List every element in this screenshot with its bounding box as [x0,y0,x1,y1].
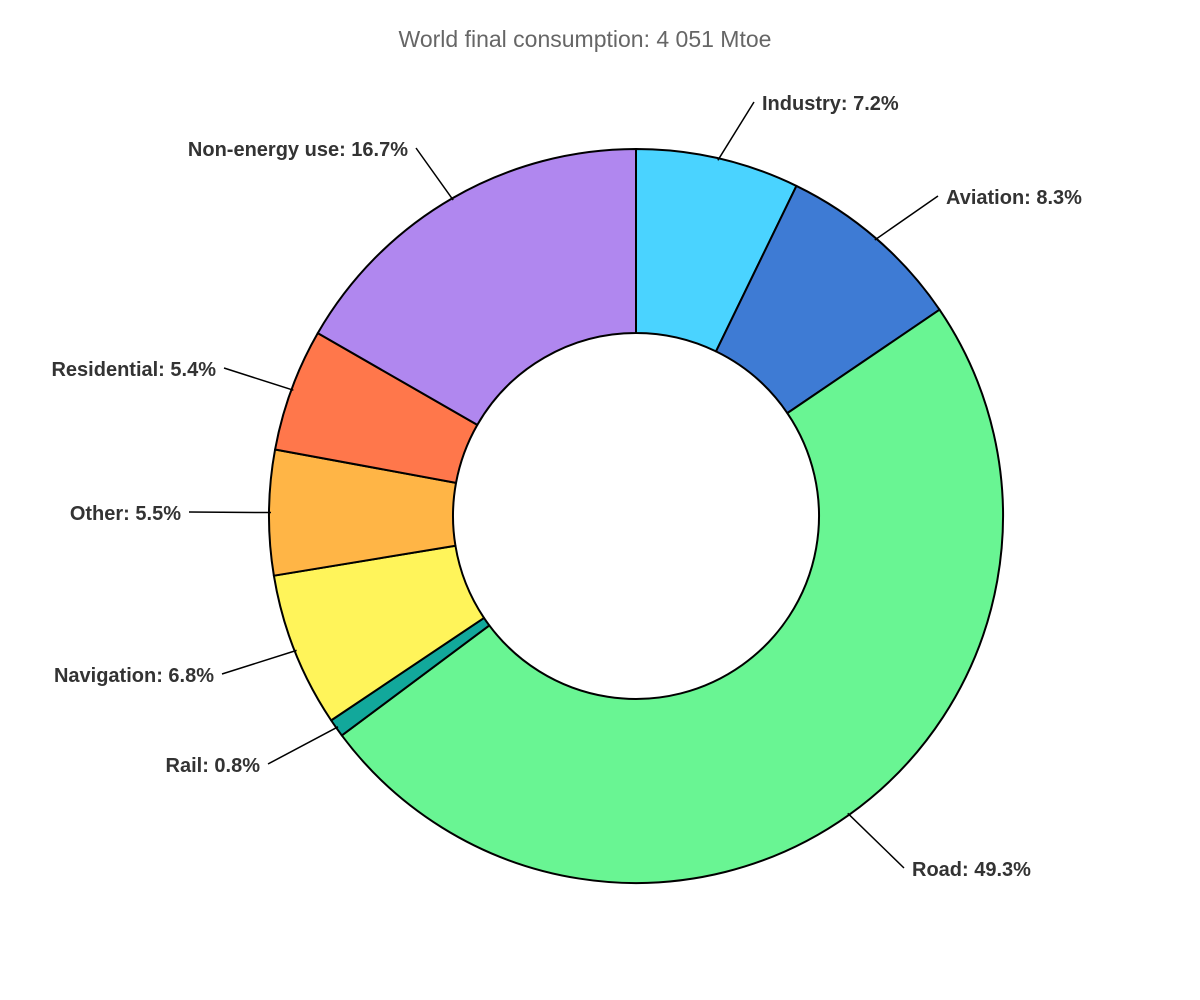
leader-line-rail [267,726,339,765]
leader-line-residential [223,367,294,391]
slice-non-energy-use[interactable] [316,148,637,426]
leader-line-navigation [221,649,297,675]
leader-line-industry [717,101,755,161]
slice-label-rail: Rail: 0.8% [166,755,261,777]
slice-road[interactable] [340,308,1005,884]
leader-line-road [847,812,905,869]
slice-label-other: Other: 5.5% [70,503,181,525]
leader-line-other [188,511,272,514]
slice-label-road: Road: 49.3% [912,859,1031,881]
leader-lines-layer [188,101,939,869]
slice-label-aviation: Aviation: 8.3% [946,187,1082,209]
slice-label-non-energy-use: Non-energy use: 16.7% [188,139,408,161]
leader-line-non-energy-use [415,147,454,201]
slice-label-industry: Industry: 7.2% [762,93,899,115]
slices-layer [268,148,1005,884]
leader-line-aviation [874,195,939,241]
slice-label-residential: Residential: 5.4% [51,359,216,381]
chart-title: World final consumption: 4 051 Mtoe [398,26,772,52]
slice-label-navigation: Navigation: 6.8% [54,665,214,687]
labels-layer: Industry: 7.2% Aviation: 8.3% Road: 49.3% R… [51,93,1082,881]
